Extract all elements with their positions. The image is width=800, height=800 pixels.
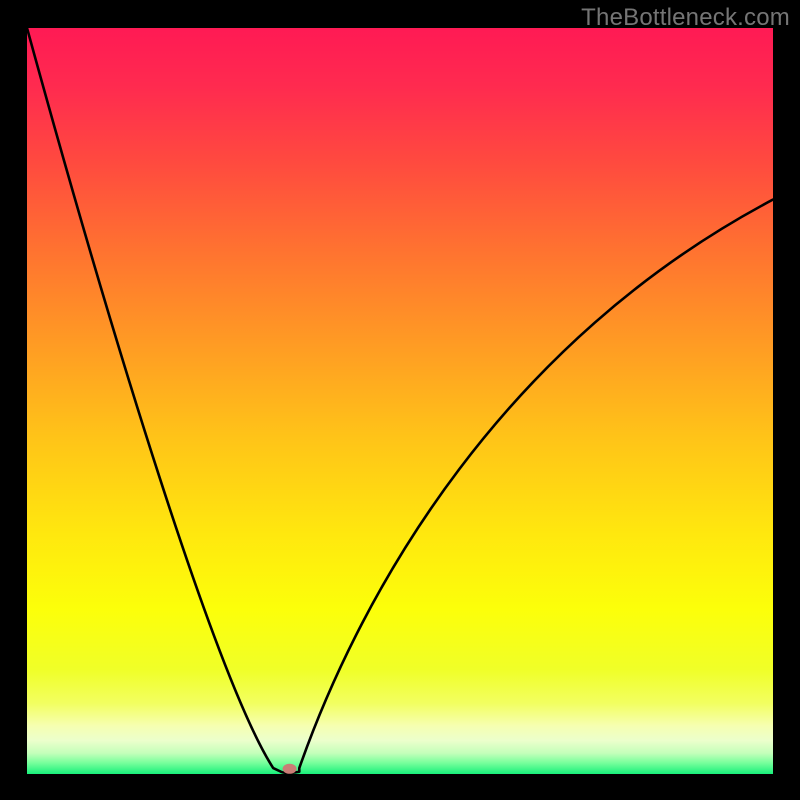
watermark-text: TheBottleneck.com — [581, 4, 790, 32]
gradient-background — [27, 28, 773, 774]
chart-svg — [27, 28, 773, 774]
bottleneck-chart — [27, 28, 773, 774]
optimal-point-marker — [283, 764, 297, 774]
